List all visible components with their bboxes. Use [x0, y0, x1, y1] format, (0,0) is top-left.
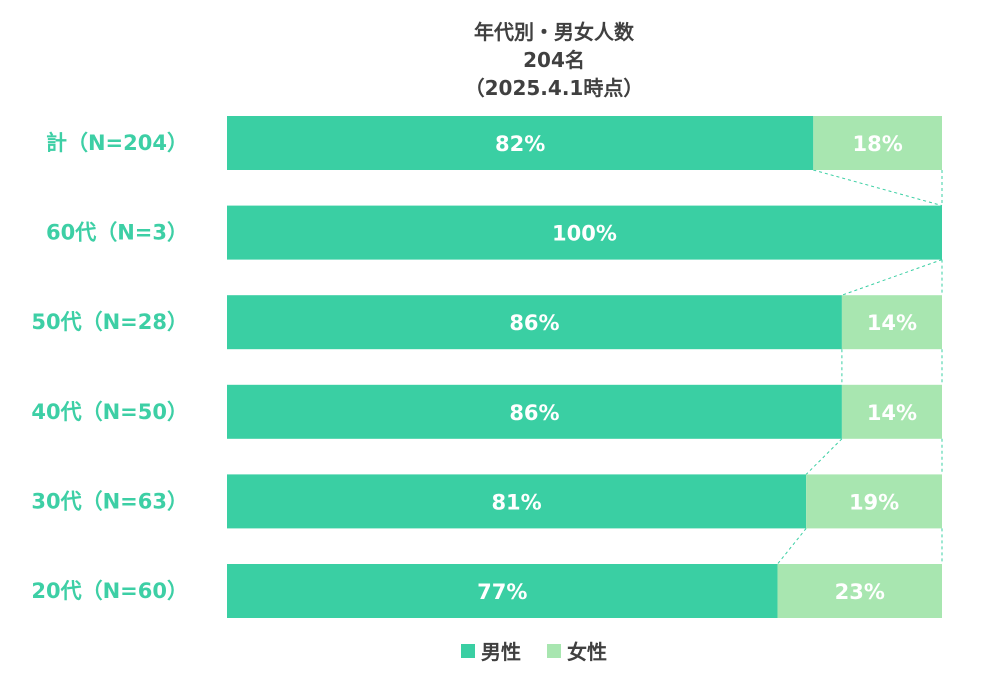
legend-item-male: 男性 — [461, 636, 521, 665]
data-label-male-5: 77% — [477, 580, 527, 604]
chart-title-line-3: （2025.4.1時点） — [464, 76, 644, 100]
category-label-2: 50代（N=28） — [31, 310, 188, 334]
chart-title-line-1: 年代別・男女人数 — [474, 20, 634, 44]
data-label-female-0: 18% — [853, 132, 903, 156]
connector-male-1 — [841, 259, 943, 296]
bar-male-1 — [227, 205, 942, 260]
bar-male-3 — [227, 384, 842, 439]
bar-female-2 — [841, 295, 942, 350]
connector-male-0 — [813, 169, 943, 207]
data-label-male-2: 86% — [509, 311, 559, 335]
category-labels: 計（N=204） 60代（N=3） 50代（N=28） 40代（N=50） 30代（N=… — [31, 131, 188, 603]
bar-female-5 — [777, 564, 942, 618]
legend-swatch-male — [461, 643, 475, 658]
data-label-female-3: 14% — [867, 401, 917, 425]
data-label-male-0: 82% — [495, 132, 545, 156]
data-label-female-5: 23% — [835, 580, 885, 604]
bar-female-0 — [813, 116, 942, 170]
series-connector-lines — [777, 169, 943, 565]
chart-title: 年代別・男女人数 204名 （2025.4.1時点） — [0, 18, 995, 102]
bar-female-4 — [806, 474, 942, 529]
connector-male-4 — [777, 528, 807, 565]
bar-male-0 — [227, 116, 814, 170]
data-label-female-2: 14% — [867, 311, 917, 335]
data-label-male-1: 100% — [552, 222, 617, 246]
data-label-female-4: 19% — [849, 490, 899, 514]
bar-male-5 — [227, 564, 778, 618]
bar-male-4 — [227, 474, 807, 529]
category-label-4: 30代（N=63） — [31, 489, 188, 513]
connector-male-3 — [805, 438, 843, 475]
legend-item-female: 女性 — [547, 636, 607, 665]
legend-label-male: 男性 — [481, 640, 521, 664]
bar-group: 82% 18% 100% 86% 14% 86% 14% 81% 19% 77% 23% — [227, 116, 942, 618]
category-label-1: 60代（N=3） — [46, 221, 188, 245]
chart-title-line-2: 204名 — [523, 48, 585, 72]
legend: 男性 女性 — [0, 636, 995, 665]
bar-male-2 — [227, 295, 842, 350]
data-label-male-3: 86% — [509, 401, 559, 425]
category-label-5: 20代（N=60） — [31, 579, 188, 603]
bar-female-3 — [841, 384, 942, 439]
legend-swatch-female — [547, 643, 561, 658]
legend-label-female: 女性 — [567, 640, 607, 664]
category-label-0: 計（N=204） — [46, 131, 188, 155]
category-label-3: 40代（N=50） — [31, 400, 188, 424]
stacked-bar-chart: 82% 18% 100% 86% 14% 86% 14% 81% 19% 77% 23% 計（N=2… — [31, 116, 943, 618]
data-label-male-4: 81% — [491, 490, 541, 514]
